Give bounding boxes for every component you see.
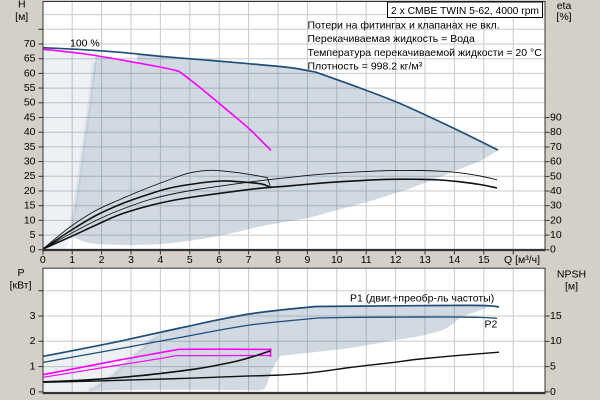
svg-text:1: 1 — [30, 361, 36, 373]
svg-text:8: 8 — [275, 254, 281, 266]
svg-text:60: 60 — [550, 156, 562, 168]
svg-text:0: 0 — [30, 244, 36, 256]
svg-text:15: 15 — [550, 310, 562, 322]
svg-text:13: 13 — [419, 254, 431, 266]
svg-text:eta: eta — [557, 0, 572, 12]
svg-text:30: 30 — [24, 156, 36, 168]
svg-text:[м]: [м] — [565, 281, 578, 293]
svg-text:Температура перекачиваемой жид: Температура перекачиваемой жидкости = 20… — [308, 47, 543, 59]
svg-text:1: 1 — [69, 254, 75, 266]
svg-text:2: 2 — [99, 254, 105, 266]
svg-text:15: 15 — [478, 254, 490, 266]
svg-text:6: 6 — [216, 254, 222, 266]
svg-text:40: 40 — [550, 185, 562, 197]
svg-text:0: 0 — [550, 386, 556, 398]
svg-text:H: H — [18, 0, 26, 11]
svg-text:2 x CMBE TWIN 5-62, 4000 rpm: 2 x CMBE TWIN 5-62, 4000 rpm — [391, 6, 539, 17]
svg-text:25: 25 — [24, 170, 36, 182]
svg-text:100 %: 100 % — [70, 38, 100, 50]
svg-text:3: 3 — [30, 310, 36, 322]
svg-text:5: 5 — [30, 229, 36, 241]
svg-text:35: 35 — [24, 141, 36, 153]
svg-text:5: 5 — [187, 254, 193, 266]
svg-text:11: 11 — [361, 254, 372, 266]
svg-text:10: 10 — [331, 254, 343, 266]
svg-text:10: 10 — [24, 214, 36, 226]
svg-text:55: 55 — [24, 82, 36, 94]
svg-text:4: 4 — [157, 254, 163, 266]
svg-text:80: 80 — [550, 126, 562, 138]
svg-text:0: 0 — [30, 386, 36, 398]
svg-text:65: 65 — [24, 53, 36, 65]
svg-text:40: 40 — [24, 126, 36, 138]
svg-text:9: 9 — [304, 254, 310, 266]
svg-text:7: 7 — [246, 254, 252, 266]
svg-text:[м]: [м] — [15, 11, 28, 23]
svg-text:Потери на фитингах и клапанах: Потери на фитингах и клапанах не вкл. — [308, 19, 500, 31]
svg-text:10: 10 — [550, 335, 562, 347]
svg-text:90: 90 — [550, 112, 562, 124]
svg-text:Q [м³/ч]: Q [м³/ч] — [504, 254, 540, 266]
svg-text:0: 0 — [40, 254, 46, 266]
svg-text:70: 70 — [24, 38, 36, 50]
svg-text:70: 70 — [550, 141, 562, 153]
svg-text:20: 20 — [24, 185, 36, 197]
svg-text:45: 45 — [24, 111, 36, 123]
svg-text:15: 15 — [24, 200, 36, 212]
svg-text:5: 5 — [550, 361, 556, 373]
svg-text:14: 14 — [449, 254, 461, 266]
svg-text:[кВт]: [кВт] — [10, 279, 32, 291]
svg-text:P2: P2 — [485, 319, 498, 331]
svg-text:0: 0 — [550, 244, 556, 256]
svg-text:50: 50 — [24, 97, 36, 109]
svg-text:2: 2 — [30, 335, 36, 347]
svg-text:[%]: [%] — [556, 11, 571, 23]
svg-text:3: 3 — [128, 254, 134, 266]
svg-text:10: 10 — [550, 229, 562, 241]
svg-text:12: 12 — [390, 254, 402, 266]
svg-text:Плотность = 998.2 кг/м³: Плотность = 998.2 кг/м³ — [308, 61, 423, 73]
svg-text:P: P — [17, 267, 24, 279]
svg-text:60: 60 — [24, 67, 36, 79]
svg-text:50: 50 — [550, 170, 562, 182]
svg-text:20: 20 — [550, 214, 562, 226]
svg-text:NPSH: NPSH — [557, 268, 586, 280]
svg-text:P1 (двиг.+преобр-ль частоты): P1 (двиг.+преобр-ль частоты) — [350, 293, 494, 305]
svg-text:Перекачиваемая жидкость = Вода: Перекачиваемая жидкость = Вода — [308, 33, 475, 45]
svg-text:30: 30 — [550, 200, 562, 212]
